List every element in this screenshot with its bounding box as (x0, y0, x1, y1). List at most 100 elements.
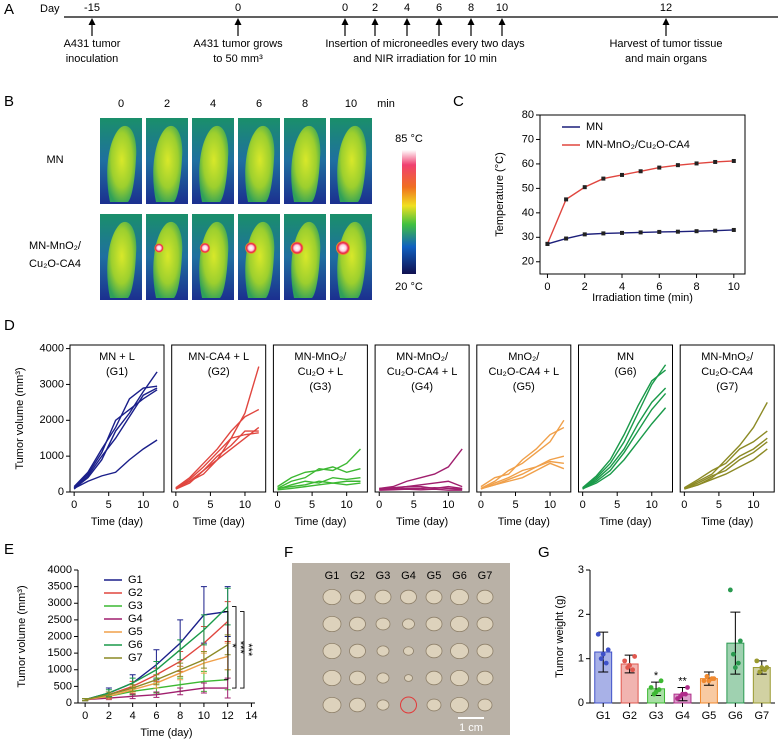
error-bar (105, 691, 112, 698)
x-tick-label: 5 (614, 499, 620, 511)
day-label: 2 (372, 2, 378, 14)
y-tick-label: 3000 (40, 378, 64, 390)
y-tick-label: 2500 (48, 614, 72, 626)
day-label: 0 (235, 2, 241, 14)
x-tick-label: G4 (675, 710, 690, 722)
column-label: G6 (452, 570, 467, 582)
tumor (349, 616, 366, 632)
plot-frame (272, 344, 368, 493)
chart-title: (G7) (716, 381, 738, 393)
marker (545, 241, 550, 246)
x-tick-label: 10 (728, 281, 740, 293)
y-axis-label: Temperature (°C) (494, 152, 506, 236)
x-axis-label: Time (day) (498, 516, 550, 528)
chart-title: MN + L (99, 351, 135, 363)
y-tick-label: 1500 (48, 647, 72, 659)
mouse-body (107, 221, 137, 298)
hot-spot (290, 241, 304, 255)
marker (601, 176, 606, 181)
x-tick-label: 0 (681, 499, 687, 511)
x-tick-label: 5 (411, 499, 417, 511)
y-tick-label: 3000 (48, 597, 72, 609)
x-tick-label: 2 (106, 710, 112, 722)
significance-label: *** (234, 641, 246, 655)
y-tick-label: 2000 (48, 630, 72, 642)
marker (638, 230, 643, 235)
hot-spot (154, 243, 164, 253)
time-label: 4 (210, 98, 216, 110)
mouse-body (245, 125, 275, 202)
x-tick-label: 0 (580, 499, 586, 511)
y-tick-label: 1000 (40, 450, 64, 462)
series-line (73, 389, 158, 489)
event-text: Insertion of microneedles every two days (325, 38, 525, 50)
series-line (73, 439, 158, 490)
plot-frame (69, 344, 165, 493)
x-axis-label: Irradiation time (min) (592, 292, 693, 304)
y-tick-label: 0 (58, 486, 64, 498)
plot-frame (578, 344, 673, 493)
x-axis-label: Time (day) (294, 516, 346, 528)
x-tick-label: G1 (596, 710, 611, 722)
data-point (759, 665, 765, 670)
column-label: G3 (376, 570, 391, 582)
x-axis-label: Time (day) (91, 516, 143, 528)
data-point (598, 656, 604, 662)
time-label: 2 (164, 98, 170, 110)
data-point (603, 660, 609, 666)
marker (657, 229, 662, 234)
x-axis-label: Time (day) (396, 516, 448, 528)
chart-title: Cu₂O-CA4 + L (387, 366, 458, 378)
x-tick-label: G2 (622, 710, 637, 722)
x-tick-label: 0 (82, 710, 88, 722)
tumor (403, 646, 414, 656)
data-point (600, 651, 606, 657)
series-line (379, 485, 463, 490)
marker (731, 227, 736, 232)
tumor (374, 589, 392, 605)
column-label: G2 (350, 570, 365, 582)
x-axis-label: Time (day) (193, 516, 245, 528)
y-tick-label: 20 (522, 256, 534, 268)
time-label: 10 (345, 98, 357, 110)
y-tick-label: 500 (54, 680, 72, 692)
tumor (375, 617, 391, 631)
series-line (379, 480, 463, 490)
significance-bracket (240, 611, 245, 689)
y-tick-label: 0 (66, 697, 72, 709)
day-label: 10 (496, 2, 508, 14)
time-unit: min (377, 98, 395, 110)
legend-label: G3 (128, 600, 143, 612)
chart-title: MN (617, 351, 634, 363)
tumor (349, 589, 366, 605)
x-tick-label: 10 (137, 499, 149, 511)
error-bar (200, 650, 207, 669)
significance-label: * (226, 644, 238, 649)
significance-label: * (654, 670, 659, 682)
y-tick-label: 1000 (48, 664, 72, 676)
column-label: G1 (325, 570, 340, 582)
series-line (684, 402, 768, 490)
y-axis-label: Tumor volume (mm³) (14, 367, 26, 469)
data-point (704, 674, 710, 679)
colorbar-max: 85 °C (395, 133, 423, 145)
tumor (322, 642, 342, 660)
event-text: and NIR irradiation for 10 min (353, 53, 497, 65)
tumor (349, 670, 366, 686)
x-tick-label: 10 (544, 499, 556, 511)
panel-label: F (284, 544, 293, 561)
row-label: Cu₂O-CA4 (29, 258, 81, 270)
chart-title: MN-MnO₂/ (396, 351, 449, 363)
tumor (450, 588, 469, 606)
marker (601, 231, 606, 236)
marker (731, 158, 736, 163)
plot-frame (679, 344, 775, 493)
error-bar (730, 611, 741, 675)
column-label: G5 (427, 570, 442, 582)
data-point (653, 689, 659, 695)
y-tick-label: 70 (522, 133, 534, 145)
tumor (322, 696, 342, 714)
series-line (480, 419, 565, 490)
data-point (757, 669, 763, 675)
